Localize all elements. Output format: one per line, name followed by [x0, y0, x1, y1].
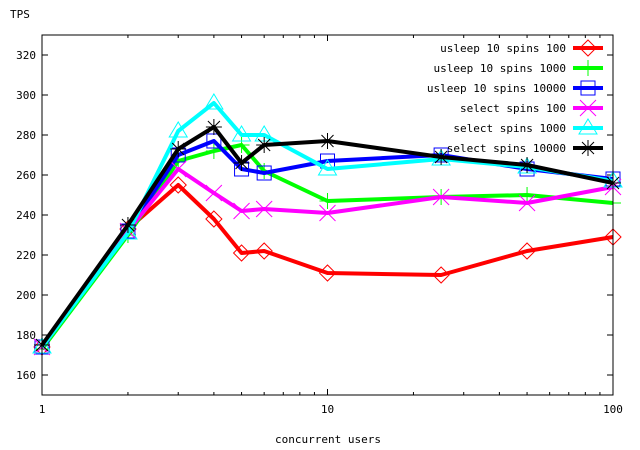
square-marker [256, 165, 272, 181]
triangle-marker [168, 121, 189, 138]
triangle-marker [231, 125, 252, 142]
legend-label: usleep 10 spins 100 [440, 42, 566, 55]
y-tick-label: 300 [16, 89, 36, 102]
x-tick-label: 1 [39, 403, 46, 416]
plus-marker [233, 137, 250, 153]
cross-marker [518, 194, 536, 212]
diamond-marker [518, 242, 536, 260]
triangle-marker [204, 93, 224, 110]
cross-marker [579, 99, 597, 117]
y-tick-label: 260 [16, 169, 36, 182]
series-3 [33, 160, 622, 356]
legend-label: usleep 10 spins 1000 [434, 62, 566, 75]
cross-marker [205, 184, 223, 202]
y-axis-label: TPS [10, 8, 30, 21]
triangle-marker [578, 118, 598, 135]
star-marker [319, 133, 336, 149]
x-tick-label: 10 [321, 403, 334, 416]
cross-marker [432, 188, 450, 206]
diamond-marker [205, 210, 223, 228]
diamond-marker [579, 39, 597, 57]
star-marker [119, 217, 136, 233]
legend-label: select spins 10000 [447, 142, 566, 155]
x-tick-label: 100 [603, 403, 623, 416]
y-tick-label: 320 [16, 49, 36, 62]
cross-marker [233, 202, 250, 220]
legend-label: select spins 1000 [453, 122, 566, 135]
square-marker [580, 80, 596, 96]
diamond-marker [255, 242, 273, 260]
diamond-marker [169, 176, 187, 194]
legend-label: select spins 100 [460, 102, 566, 115]
triangle-marker [317, 159, 338, 176]
diamond-marker [232, 244, 251, 262]
plus-marker [319, 193, 336, 209]
star-marker [256, 137, 273, 153]
y-tick-label: 160 [16, 369, 36, 382]
star-marker [205, 119, 222, 135]
x-axis-label: concurrent users [275, 433, 381, 446]
star-marker [433, 149, 450, 165]
y-tick-label: 180 [16, 329, 36, 342]
star-marker [580, 140, 596, 156]
star-marker [170, 141, 187, 157]
cross-marker [255, 200, 273, 218]
plus-marker [205, 143, 222, 159]
legend-label: usleep 10 spins 10000 [427, 82, 566, 95]
series-line [40, 183, 614, 349]
diamond-marker [432, 266, 450, 284]
series-line [40, 125, 614, 347]
diamond-marker [318, 264, 337, 282]
y-tick-label: 240 [16, 209, 36, 222]
plus-marker [519, 187, 536, 203]
y-tick-label: 200 [16, 289, 36, 302]
y-tick-label: 280 [16, 129, 36, 142]
plus-marker [580, 60, 596, 76]
y-tick-label: 220 [16, 249, 36, 262]
cross-marker [319, 204, 336, 222]
series-line [40, 167, 614, 349]
star-marker [519, 157, 536, 173]
star-marker [233, 155, 250, 171]
plot-frame [41, 34, 614, 396]
cross-marker [169, 160, 187, 178]
